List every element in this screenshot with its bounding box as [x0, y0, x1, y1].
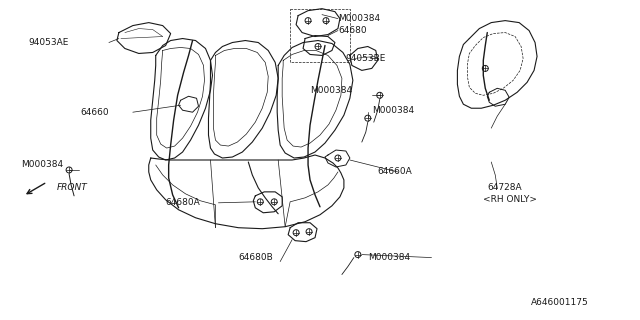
- Text: 64660A: 64660A: [378, 167, 413, 176]
- Text: 94053AE: 94053AE: [29, 38, 69, 47]
- Text: 64680B: 64680B: [238, 253, 273, 262]
- Text: 64680A: 64680A: [166, 198, 200, 207]
- Text: 64660: 64660: [80, 108, 109, 117]
- Text: A646001175: A646001175: [531, 298, 589, 307]
- Text: M000384: M000384: [21, 160, 63, 170]
- Text: 64680: 64680: [338, 26, 367, 35]
- Text: <RH ONLY>: <RH ONLY>: [483, 195, 538, 204]
- Text: M000384: M000384: [372, 106, 414, 115]
- Text: M000384: M000384: [310, 86, 352, 95]
- Text: FRONT: FRONT: [57, 183, 88, 192]
- Text: 94053BE: 94053BE: [345, 54, 385, 63]
- Text: M000384: M000384: [338, 14, 380, 23]
- Text: 64728A: 64728A: [487, 183, 522, 192]
- Text: M000384: M000384: [368, 253, 410, 262]
